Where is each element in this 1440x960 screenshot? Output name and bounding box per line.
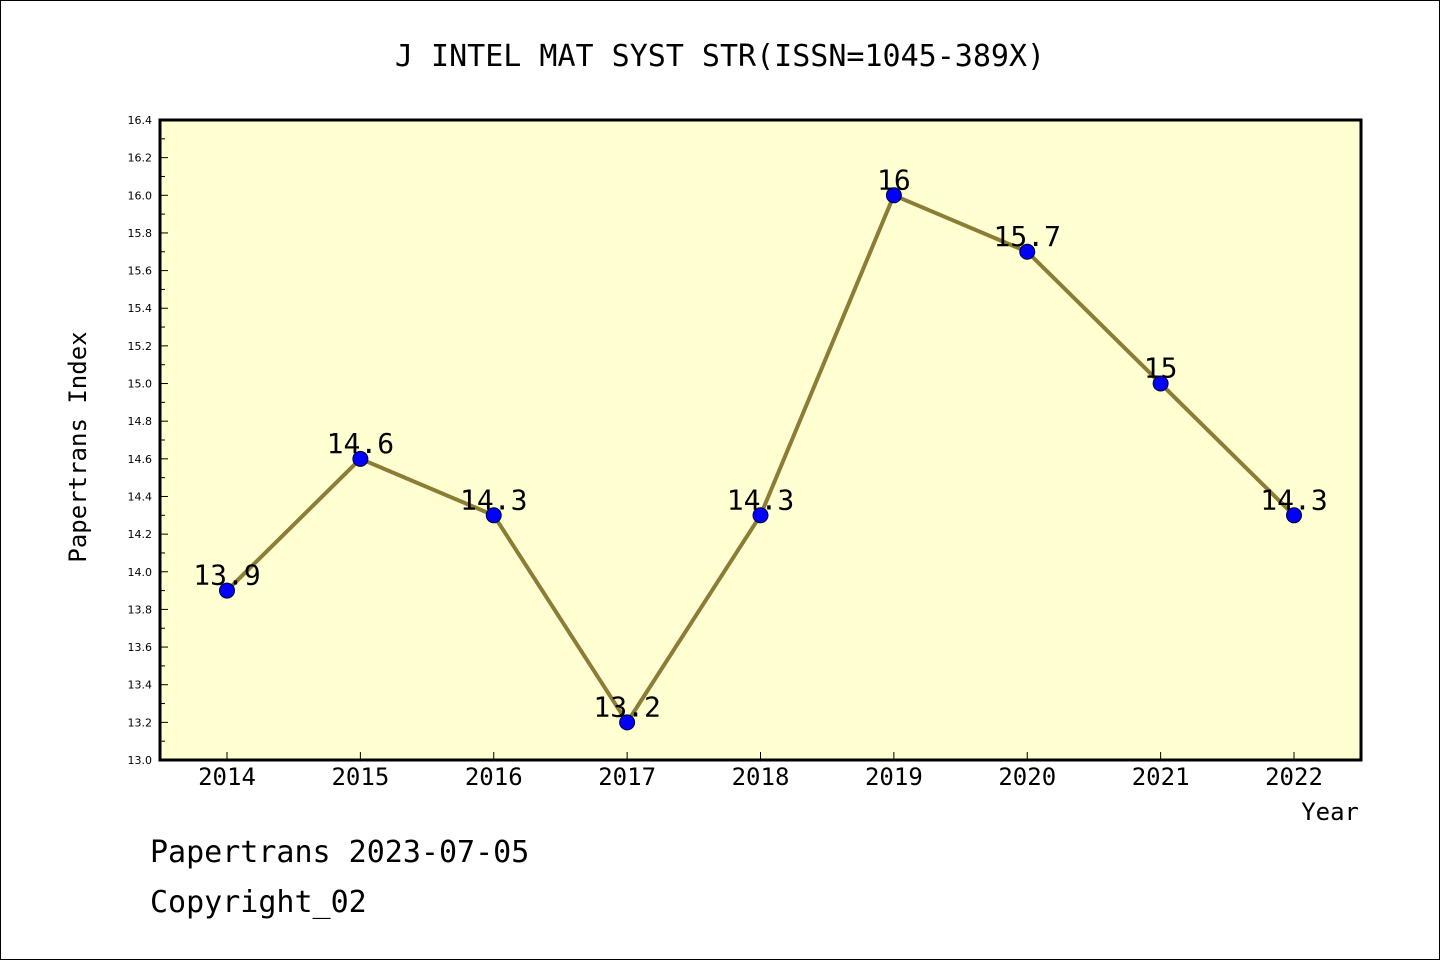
x-tick-label: 2018 (732, 763, 790, 791)
data-point (619, 714, 636, 731)
y-tick-label: 13.0 (128, 754, 153, 767)
data-label: 13.9 (193, 559, 260, 592)
data-point (352, 450, 369, 467)
y-tick-label: 13.2 (128, 716, 153, 729)
x-tick-label: 2019 (865, 763, 923, 791)
y-tick-label: 14.2 (128, 528, 153, 541)
data-label: 14.3 (460, 483, 527, 516)
data-label: 14.3 (1260, 483, 1327, 516)
data-label: 16 (877, 163, 911, 196)
data-label: 15 (1144, 352, 1178, 385)
y-tick-label: 15.2 (128, 340, 153, 353)
x-tick-label: 2022 (1265, 763, 1323, 791)
data-labels-group: 13.9 14.6 14.3 13.2 14.3 16 15.7 15 14.3 (193, 163, 1327, 723)
y-tick-label: 15.6 (128, 265, 153, 278)
y-tick-label: 16.0 (128, 189, 153, 202)
data-point (1286, 507, 1302, 524)
y-tick-label: 13.6 (128, 641, 153, 654)
y-tick-label: 14.6 (128, 453, 153, 466)
plot-area (158, 118, 1363, 762)
series-line-group (219, 187, 1302, 731)
x-axis: 2014 2015 2016 2017 2018 2019 2020 2021 2022 (198, 752, 1323, 791)
data-point (485, 507, 502, 524)
y-tick-label: 16.4 (128, 114, 153, 127)
data-label: 13.2 (593, 690, 660, 723)
data-label: 15.7 (994, 220, 1061, 253)
y-tick-label: 13.8 (128, 603, 153, 616)
y-tick-label: 15.8 (128, 227, 153, 240)
y-tick-label: 15.4 (128, 302, 153, 315)
y-axis-label: Papertrans Index (64, 331, 92, 562)
x-axis-label: Year (1301, 798, 1359, 826)
x-tick-label: 2020 (998, 763, 1056, 791)
y-tick-label: 14.8 (128, 415, 153, 428)
x-tick-label: 2016 (465, 763, 523, 791)
data-label: 14.6 (327, 427, 394, 460)
data-label: 14.3 (727, 483, 794, 516)
data-point (219, 582, 235, 599)
x-tick-label: 2015 (331, 763, 389, 791)
footer-copyright: Copyright_02 (150, 885, 367, 920)
footer-date-line: Papertrans 2023-07-05 (150, 835, 530, 870)
x-tick-label: 2014 (198, 763, 256, 791)
data-point (1019, 243, 1036, 260)
data-point (752, 507, 769, 524)
x-tick-label: 2017 (598, 763, 656, 791)
y-tick-label: 14.4 (128, 490, 153, 503)
data-point (885, 187, 902, 204)
y-tick-label: 15.0 (128, 378, 153, 391)
chart-title: J INTEL MAT SYST STR(ISSN=1045-389X) (395, 39, 1045, 74)
data-point (1152, 375, 1169, 392)
y-tick-label: 14.0 (128, 566, 153, 579)
y-tick-label: 16.2 (128, 152, 153, 165)
y-axis: 13.0 13.2 13.4 13.6 13.8 14.0 14.2 14.4 14.6 14.8… (128, 114, 168, 767)
y-tick-label: 13.4 (128, 679, 153, 692)
x-tick-label: 2021 (1132, 763, 1190, 791)
